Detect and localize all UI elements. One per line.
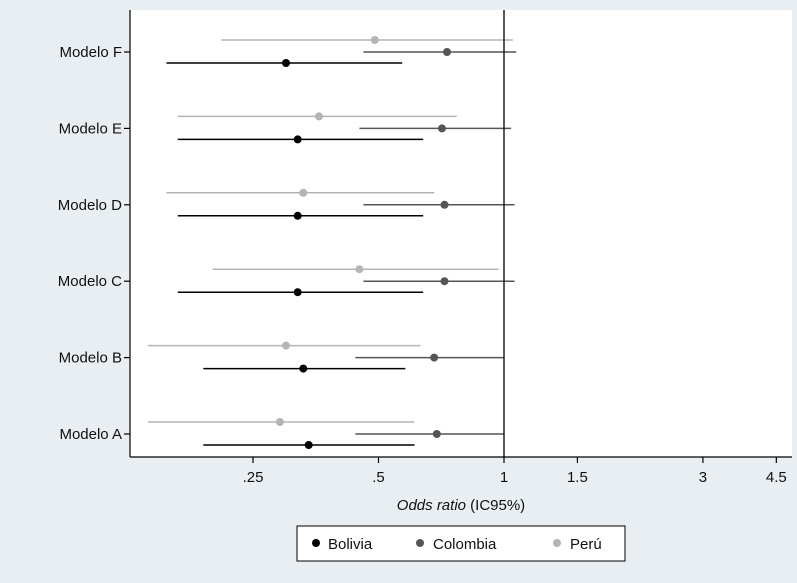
point-peru-modelo-c <box>355 265 364 274</box>
x-tick-label-2: 1 <box>500 469 508 486</box>
point-peru-modelo-b <box>282 341 291 350</box>
legend-label-bolivia: Bolivia <box>328 536 373 553</box>
y-tick-label-modelo-d: Modelo D <box>58 197 122 214</box>
point-bolivia-modelo-e <box>293 135 302 144</box>
y-axis-ticks: Modelo F Modelo E Modelo D Modelo C Modelo B… <box>58 44 130 443</box>
point-colombia-modelo-f <box>443 48 452 56</box>
legend-marker-bolivia <box>312 539 320 547</box>
legend-box <box>296 525 626 562</box>
y-tick-label-modelo-b: Modelo B <box>59 350 122 367</box>
x-tick-label-4: 3 <box>699 469 707 486</box>
point-colombia-modelo-b <box>430 353 439 362</box>
point-peru-modelo-f <box>370 36 379 44</box>
point-colombia-modelo-a <box>432 430 441 438</box>
point-bolivia-modelo-a <box>304 441 313 449</box>
point-peru-modelo-a <box>275 418 284 426</box>
x-axis-title: Odds ratio (IC95%) <box>397 497 525 514</box>
series-layer <box>148 36 517 449</box>
x-axis-ticks: .25 .5 1 1.5 3 4.5 <box>243 457 787 486</box>
legend-label-colombia: Colombia <box>433 536 497 553</box>
point-bolivia-modelo-d <box>293 211 302 220</box>
x-axis-title-italic: Odds ratio <box>397 497 466 514</box>
x-tick-label-3: 1.5 <box>567 469 588 486</box>
point-bolivia-modelo-f <box>282 59 291 67</box>
plot-background <box>130 10 792 457</box>
point-colombia-modelo-e <box>437 124 446 133</box>
point-peru-modelo-d <box>299 188 308 197</box>
point-bolivia-modelo-b <box>299 364 308 373</box>
x-tick-label-5: 4.5 <box>766 469 787 486</box>
x-tick-label-1: .5 <box>372 469 385 486</box>
x-axis-title-rest: (IC95%) <box>466 497 525 514</box>
legend-label-peru: Perú <box>570 536 602 553</box>
x-tick-label-0: .25 <box>243 469 264 486</box>
point-colombia-modelo-d <box>440 200 449 209</box>
legend-marker-colombia <box>416 539 424 547</box>
y-tick-label-modelo-a: Modelo A <box>59 426 122 443</box>
y-tick-label-modelo-c: Modelo C <box>58 273 122 290</box>
point-peru-modelo-e <box>315 112 324 121</box>
legend: Bolivia Colombia Perú <box>296 525 626 562</box>
point-bolivia-modelo-c <box>293 288 302 297</box>
y-tick-label-modelo-f: Modelo F <box>59 44 122 61</box>
point-colombia-modelo-c <box>440 277 449 286</box>
legend-marker-peru <box>553 539 561 547</box>
y-tick-label-modelo-e: Modelo E <box>59 120 122 137</box>
